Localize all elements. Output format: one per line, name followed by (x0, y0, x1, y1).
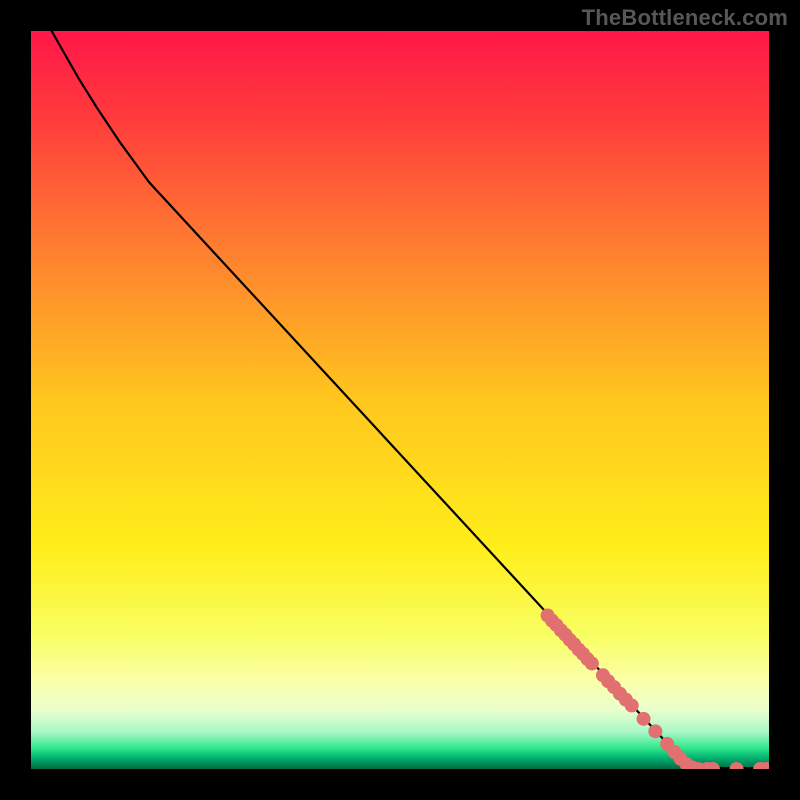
chart-frame: TheBottleneck.com (0, 0, 800, 800)
chart-plot (31, 31, 769, 769)
attribution-text: TheBottleneck.com (582, 5, 788, 31)
scatter-point (648, 724, 662, 738)
scatter-point (637, 712, 651, 726)
scatter-point (625, 699, 639, 713)
scatter-point (585, 656, 599, 670)
plot-background (31, 31, 769, 769)
